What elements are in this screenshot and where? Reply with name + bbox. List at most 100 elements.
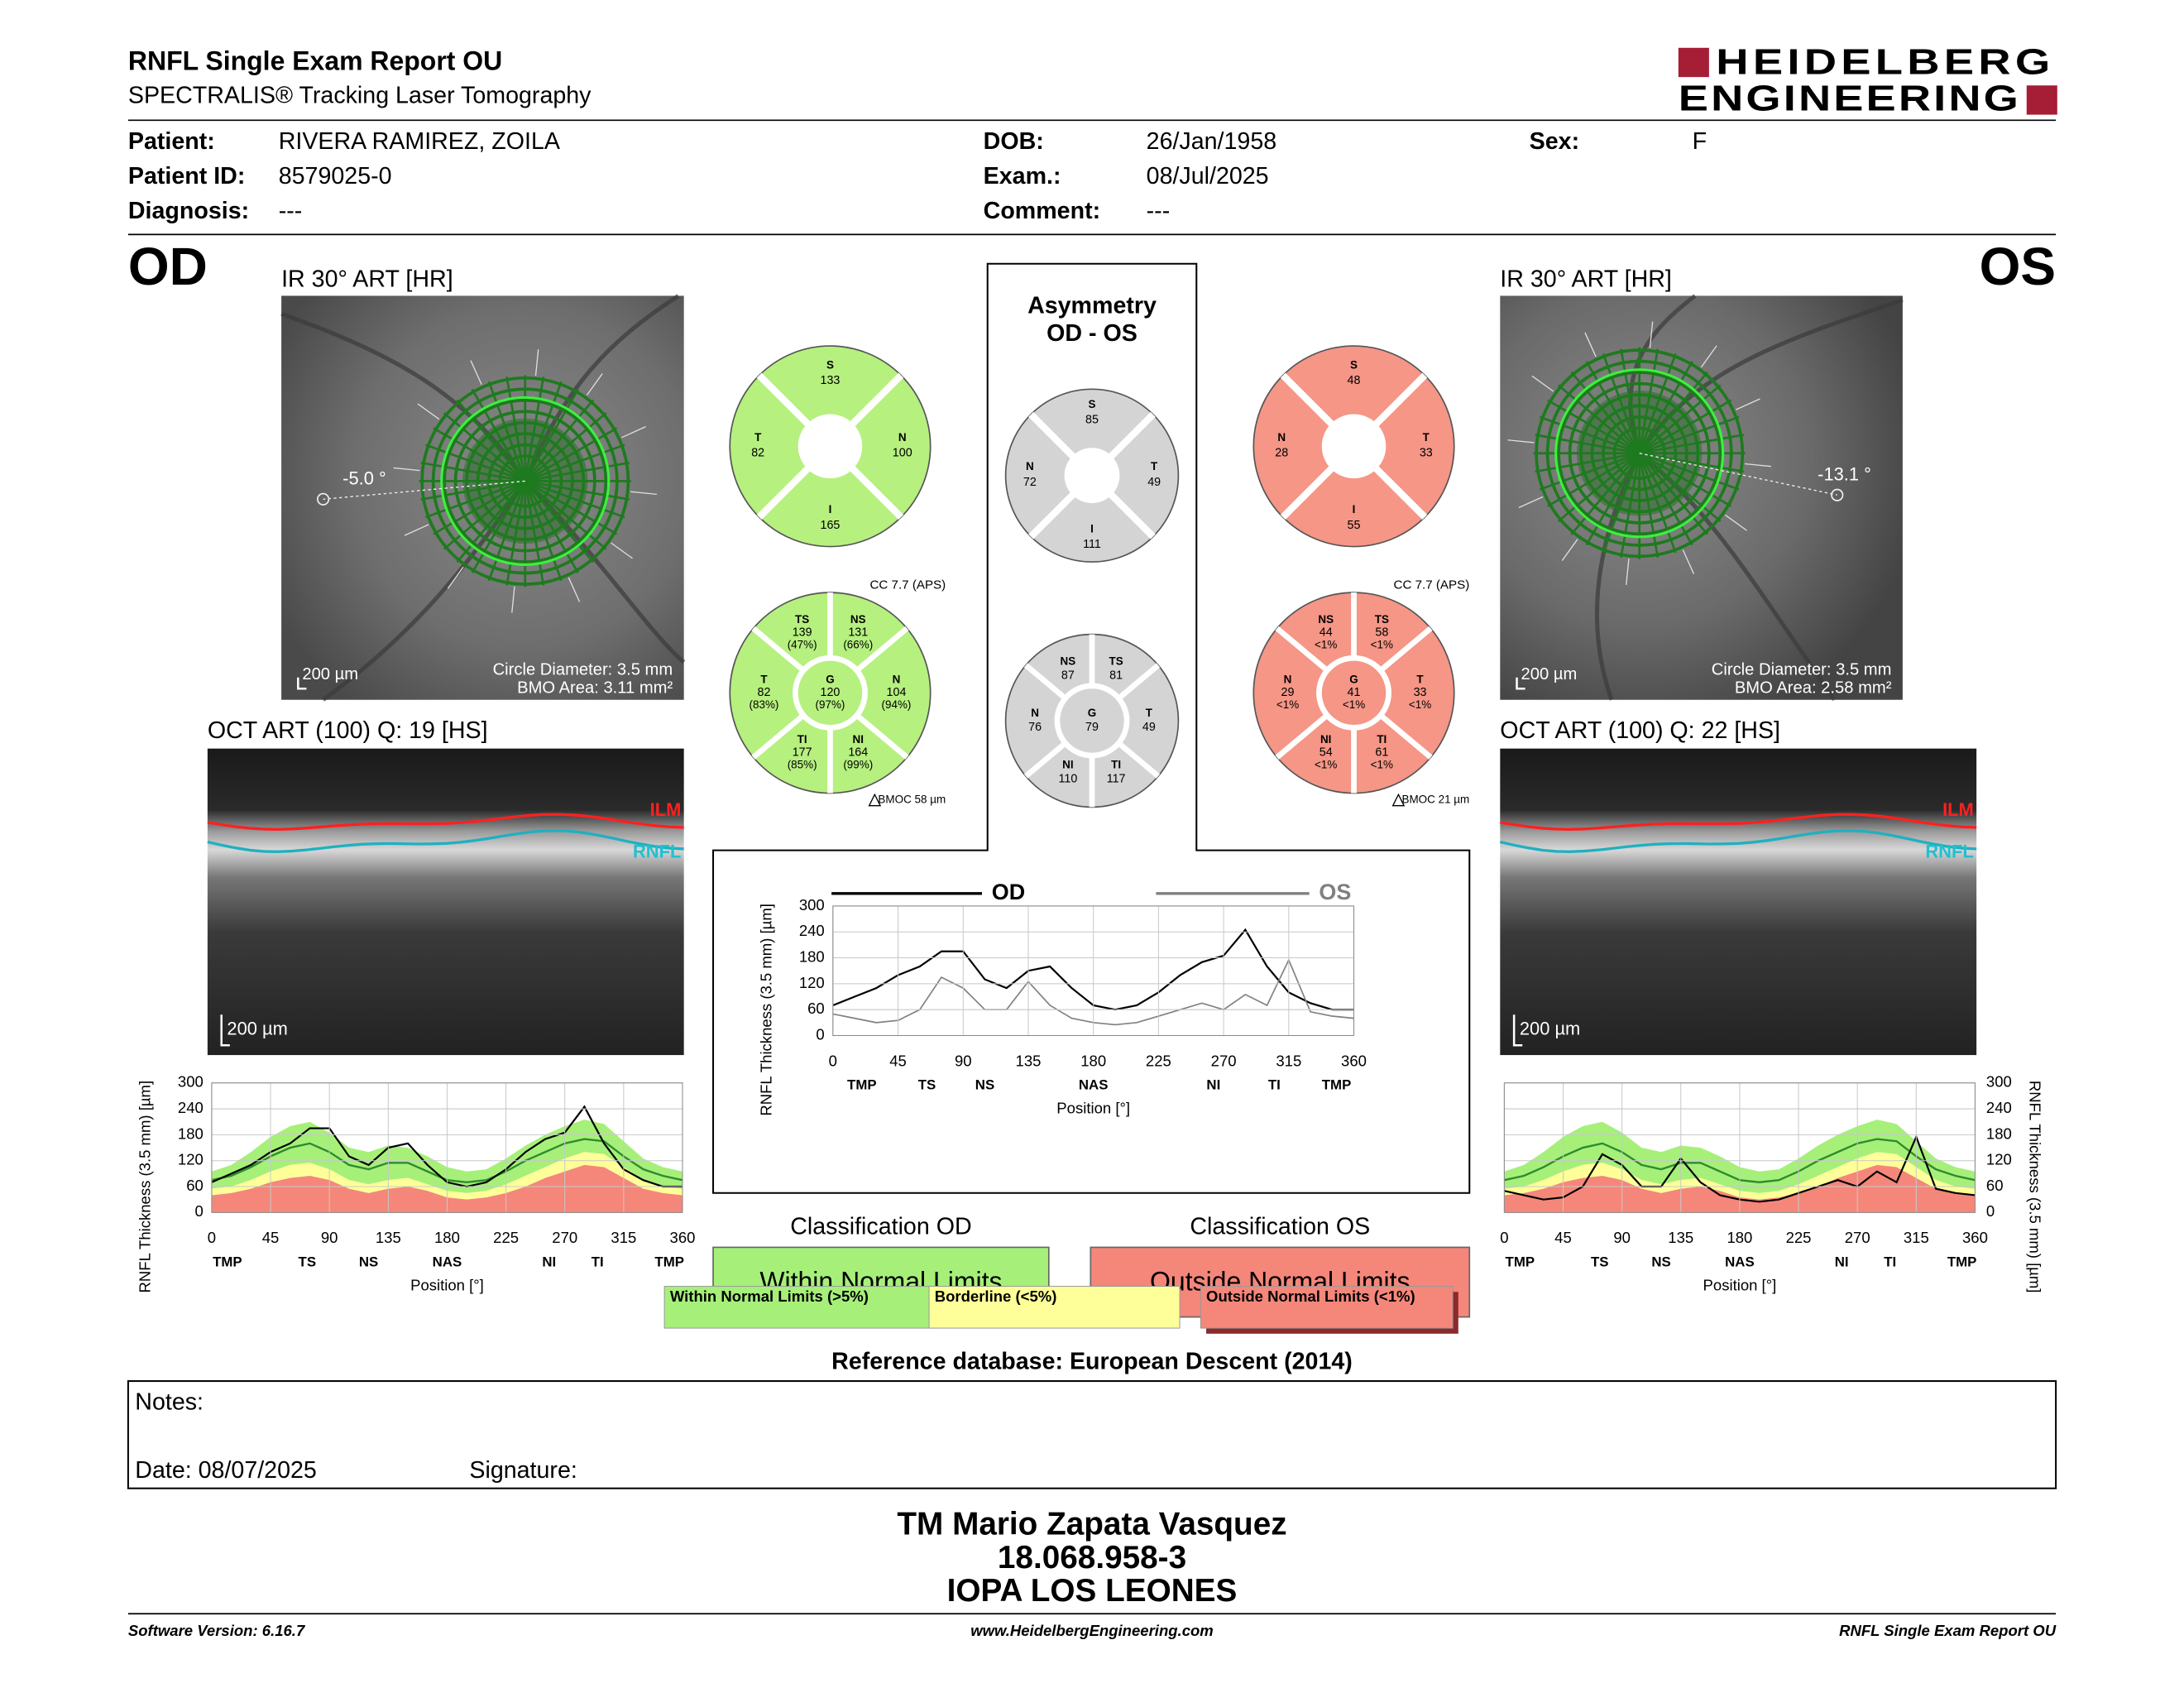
x-tick-label: 180 <box>1727 1229 1752 1246</box>
region-label: NAS <box>433 1254 462 1269</box>
sector-hole <box>1064 448 1120 504</box>
scan-ray <box>524 376 545 482</box>
scan-ray <box>456 399 526 482</box>
y-tick-label: 300 <box>178 1073 204 1091</box>
scan-ray <box>1539 415 1640 454</box>
rnfl-line <box>1499 829 1977 853</box>
logo-block <box>2026 85 2057 115</box>
sector-value: 33 <box>1420 447 1433 460</box>
ir-title: IR 30° ART [HR] <box>281 266 453 293</box>
sector-value: 44 <box>1320 626 1333 640</box>
x-tick-label: 0 <box>1500 1229 1508 1246</box>
sector-percent: (47%) <box>788 639 817 651</box>
sector-divider <box>1275 626 1330 674</box>
x-tick-label: 90 <box>955 1052 972 1069</box>
scan-ray <box>1638 452 1722 523</box>
sector-label: T <box>1151 460 1158 472</box>
x-tick-label: 225 <box>1786 1229 1812 1246</box>
y-tick-label: 60 <box>1986 1177 2004 1194</box>
sector-percent: <1% <box>1315 759 1337 771</box>
bmo-area: BMO Area: 3.11 mm² <box>517 679 673 698</box>
x-tick-label: 360 <box>670 1229 696 1246</box>
y-tick-label: 120 <box>799 974 825 991</box>
scan-ray <box>1639 452 1740 491</box>
scan-ray <box>524 480 595 563</box>
plot-frame <box>211 1082 683 1213</box>
x-axis-title: Position [°] <box>410 1276 484 1293</box>
field-label: Exam.: <box>984 163 1061 189</box>
scan-ray <box>524 388 579 482</box>
scan-ray <box>1638 453 1693 546</box>
scan-ray <box>505 376 527 482</box>
sector-divider <box>1115 740 1161 779</box>
scan-guide <box>1531 375 1554 392</box>
sector-value: 49 <box>1142 721 1156 734</box>
scan-guide <box>630 491 657 496</box>
scan-guide <box>1649 321 1654 348</box>
sector-percent: <1% <box>1371 639 1393 651</box>
x-tick-label: 180 <box>434 1229 460 1246</box>
legend-label: Within Normal Limits (>5%) <box>670 1288 869 1305</box>
sector-divider <box>854 626 909 674</box>
scan-ray <box>1638 361 1693 454</box>
sector-value: 165 <box>821 519 841 532</box>
y-axis-title: RNFL Thickness (3.5 mm) [µm] <box>758 904 775 1116</box>
region-label: NS <box>975 1077 994 1093</box>
region-label: TMP <box>654 1254 684 1269</box>
x-tick-label: 360 <box>1341 1052 1367 1069</box>
bmo-area: BMO Area: 2.58 mm² <box>1735 679 1892 698</box>
scan-guide <box>568 577 581 602</box>
scan-ray <box>524 480 618 535</box>
y-tick-label: 120 <box>1986 1151 2012 1168</box>
sector-label: N <box>898 431 907 444</box>
sector-value: 139 <box>793 626 812 640</box>
x-tick-label: 45 <box>1554 1229 1572 1246</box>
sector-label: T <box>760 674 768 686</box>
fovea-line <box>1639 453 1837 496</box>
y-tick-label: 60 <box>186 1177 204 1194</box>
scan-guide <box>1518 496 1544 509</box>
scan-guide <box>621 426 646 439</box>
scan-ray <box>1547 399 1640 454</box>
sector-value: 87 <box>1061 669 1075 683</box>
x-tick-label: 315 <box>1276 1052 1301 1069</box>
scan-ray <box>524 412 607 482</box>
ir-scale: 200 µm <box>1521 665 1578 683</box>
footer-left: Software Version: 6.16.7 <box>128 1622 306 1639</box>
legend-label: Borderline (<5%) <box>935 1288 1057 1305</box>
signer: 18.068.958-3 <box>998 1540 1186 1575</box>
field-label: Comment: <box>984 198 1100 224</box>
reference: Reference database: European Descent (20… <box>831 1349 1353 1375</box>
y-axis-title: RNFL Thickness (3.5 mm) [µm] <box>136 1081 154 1293</box>
sector-label: N <box>1284 674 1292 686</box>
plot-frame <box>832 905 1355 1037</box>
scan-guide <box>470 360 482 386</box>
bmoc-triangle <box>1391 793 1406 807</box>
scan-guide <box>1736 398 1760 410</box>
sector-label: TI <box>797 733 807 746</box>
scan-ray <box>1547 452 1640 507</box>
oct-scale: 200 µm <box>227 1019 287 1039</box>
region-label: NI <box>1206 1077 1220 1093</box>
scan-circle <box>440 396 611 566</box>
sector-value: 28 <box>1275 447 1288 460</box>
x-axis-title: Position [°] <box>1703 1276 1777 1293</box>
scan-ray <box>1620 348 1641 453</box>
sector-label: I <box>1353 503 1356 516</box>
scan-guide <box>1682 549 1695 574</box>
sector-label: I <box>829 503 832 516</box>
scan-ray <box>456 480 526 563</box>
sector-label: NI <box>853 733 864 746</box>
sector-value: 61 <box>1375 746 1388 760</box>
notes-box <box>127 1380 2057 1489</box>
sector-label: N <box>1026 460 1034 472</box>
sector-label: TI <box>1377 733 1387 746</box>
scale-bar <box>220 1014 230 1047</box>
scan-ray <box>1638 353 1677 454</box>
bmoc-label: BMOC 21 µm <box>1402 794 1470 806</box>
y-tick-label: 0 <box>1986 1202 1995 1220</box>
scan-ray <box>1557 384 1640 454</box>
x-tick-label: 225 <box>1146 1052 1171 1069</box>
region-label: TMP <box>1322 1077 1352 1093</box>
